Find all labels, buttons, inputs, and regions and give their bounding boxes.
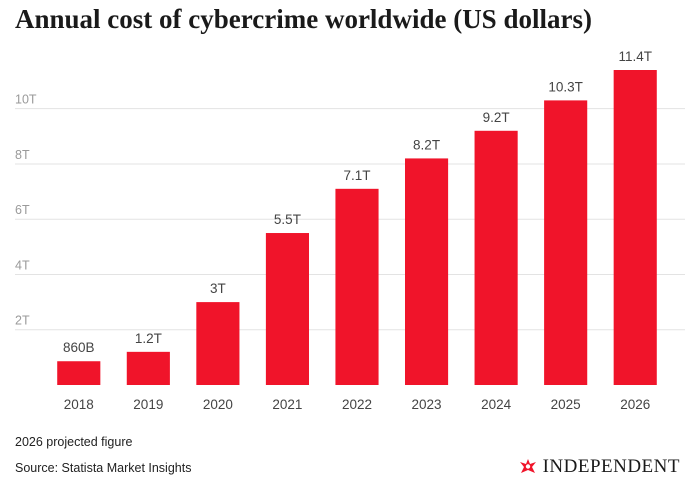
x-axis: 2018 2019 2020 2021 2022 2023 2024 2025 2026 — [64, 397, 650, 412]
y-tick-label: 2T — [15, 314, 30, 328]
data-label: 1.2T — [135, 331, 162, 346]
bar — [544, 100, 588, 385]
x-tick-label: 2026 — [620, 397, 650, 412]
x-tick-label: 2022 — [342, 397, 372, 412]
data-label: 11.4T — [618, 49, 652, 64]
y-tick-label: 10T — [15, 93, 37, 107]
x-tick-label: 2023 — [412, 397, 442, 412]
data-labels: 860B 1.2T 3T 5.5T 7.1T 8.2T 9.2T 10.3T 11.4T — [63, 49, 652, 355]
bar — [196, 302, 240, 385]
data-label: 5.5T — [274, 212, 301, 227]
data-label: 9.2T — [483, 110, 510, 125]
bar — [335, 188, 379, 385]
brand-logo: INDEPENDENT — [518, 456, 680, 478]
y-tick-label: 4T — [15, 258, 30, 272]
y-axis: 2T 4T 6T 8T 10T — [15, 93, 37, 328]
chart-title: Annual cost of cybercrime worldwide (US … — [15, 4, 592, 34]
y-tick-label: 6T — [15, 203, 30, 217]
footnote: 2026 projected figure — [15, 435, 133, 449]
data-label: 10.3T — [548, 79, 583, 94]
eagle-icon — [519, 459, 536, 473]
bar-series — [57, 70, 657, 385]
data-label: 7.1T — [343, 168, 370, 183]
x-tick-label: 2020 — [203, 397, 233, 412]
source-note: Source: Statista Market Insights — [15, 461, 192, 475]
bar — [126, 351, 170, 385]
x-tick-label: 2018 — [64, 397, 94, 412]
x-tick-label: 2021 — [272, 397, 302, 412]
x-tick-label: 2019 — [133, 397, 163, 412]
y-tick-label: 8T — [15, 148, 30, 162]
data-label: 8.2T — [413, 137, 440, 152]
x-tick-label: 2025 — [551, 397, 581, 412]
bar — [474, 130, 518, 385]
brand-name: INDEPENDENT — [542, 456, 680, 477]
data-label: 3T — [210, 281, 226, 296]
bar — [613, 70, 657, 385]
x-tick-label: 2024 — [481, 397, 512, 412]
bar-chart: 860B 1.2T 3T 5.5T 7.1T 8.2T 9.2T 10.3T 11.4T 201… — [15, 49, 685, 412]
bar — [265, 233, 310, 385]
data-label: 860B — [63, 340, 95, 355]
bar — [404, 158, 449, 385]
bar — [57, 361, 101, 385]
